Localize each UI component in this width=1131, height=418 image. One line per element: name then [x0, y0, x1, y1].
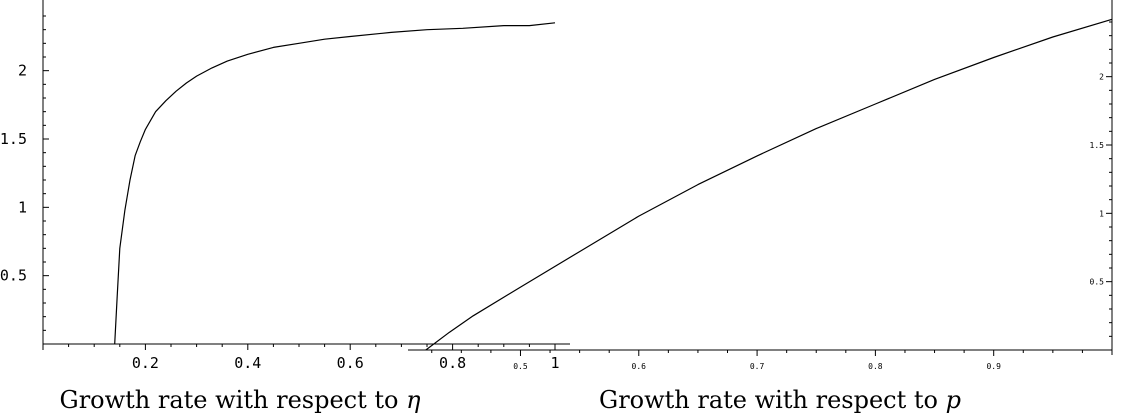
y-tick-label: 0.5	[1090, 278, 1105, 287]
caption-variable: η	[406, 386, 421, 414]
x-tick-label: 0.8	[868, 362, 883, 371]
y-tick-label: 1.5	[1090, 141, 1105, 150]
x-tick-label: 0.2	[132, 354, 159, 372]
y-tick-label: 0.5	[0, 267, 27, 285]
caption-text: Growth rate with respect to	[599, 386, 946, 414]
caption-text: Growth rate with respect to	[60, 386, 407, 414]
x-tick-label: 0.7	[750, 362, 765, 371]
x-tick-label: 0.9	[986, 362, 1001, 371]
chart-caption: Growth rate with respect to η	[60, 386, 422, 414]
y-tick-label: 1.5	[0, 130, 27, 148]
series-line	[114, 22, 556, 345]
x-tick-label: 0.5	[513, 362, 528, 371]
chart-growth-rate-p: 0.5 0.6 0.7 0.8 0.9 0.5 1 1.5 2 Growth rate with …	[408, 0, 1113, 414]
series-line	[425, 18, 1113, 351]
x-tick-label: 0.6	[337, 354, 364, 372]
x-tick-label: 1	[550, 354, 559, 372]
x-tick-label: 0.8	[439, 354, 466, 372]
y-tick-label: 2	[1099, 73, 1104, 82]
caption-variable: p	[946, 386, 961, 414]
x-tick-label: 0.6	[632, 362, 647, 371]
chart-growth-rate-eta: 0.2 0.4 0.6 0.8 1 0.5 1 1.5 2 Growth rate with re…	[0, 0, 570, 414]
y-tick-label: 2	[18, 62, 27, 80]
chart-caption: Growth rate with respect to p	[599, 386, 961, 414]
y-tick-label: 1	[18, 198, 27, 216]
y-tick-label: 1	[1099, 209, 1104, 218]
x-tick-label: 0.4	[234, 354, 261, 372]
